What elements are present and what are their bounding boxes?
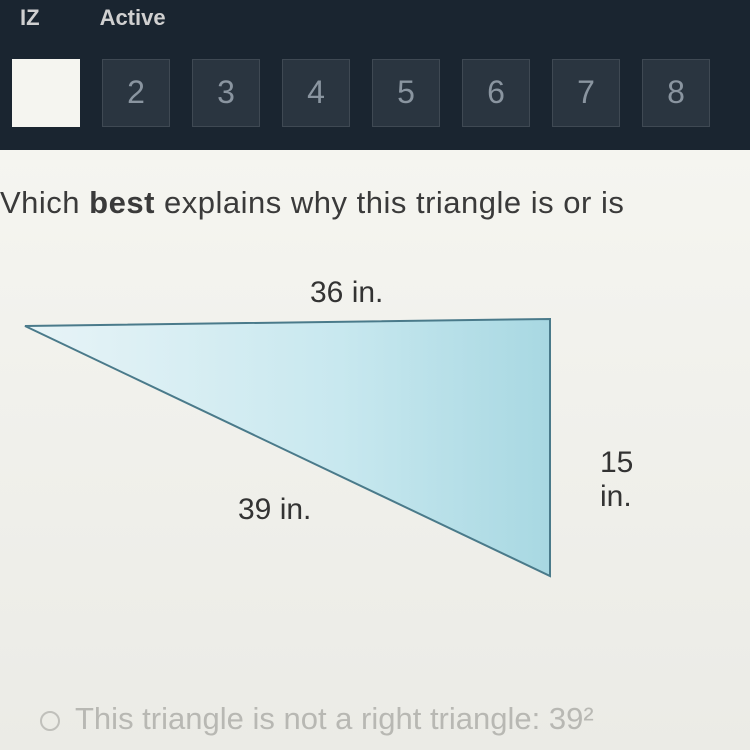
header-tab-active: Active (100, 5, 166, 31)
header-bar: IZ Active (0, 0, 750, 35)
label-side-top: 36 in. (310, 276, 383, 310)
question-nav-bar: 2 3 4 5 6 7 8 (0, 35, 750, 150)
answer-option[interactable]: This triangle is not a right triangle: 3… (40, 701, 750, 737)
nav-question-1[interactable] (12, 59, 80, 127)
answer-label: This triangle is not a right triangle: 3… (75, 701, 594, 736)
triangle-diagram: 36 in. 15 in. 39 in. (20, 271, 660, 631)
question-text: Vhich best explains why this triangle is… (0, 185, 750, 221)
nav-question-5[interactable]: 5 (372, 59, 440, 127)
label-side-right: 15 in. (600, 446, 660, 514)
label-side-hypotenuse: 39 in. (238, 493, 311, 527)
nav-question-3[interactable]: 3 (192, 59, 260, 127)
nav-question-7[interactable]: 7 (552, 59, 620, 127)
nav-question-6[interactable]: 6 (462, 59, 530, 127)
content-area: Vhich best explains why this triangle is… (0, 150, 750, 750)
triangle-shape (25, 319, 550, 576)
nav-question-8[interactable]: 8 (642, 59, 710, 127)
nav-question-2[interactable]: 2 (102, 59, 170, 127)
question-suffix: explains why this triangle is or is (155, 185, 624, 220)
nav-question-4[interactable]: 4 (282, 59, 350, 127)
header-tab-quiz: IZ (20, 5, 40, 31)
question-bold: best (89, 185, 155, 220)
triangle-svg (20, 271, 660, 631)
question-prefix: Vhich (0, 185, 89, 220)
radio-icon (40, 711, 60, 731)
